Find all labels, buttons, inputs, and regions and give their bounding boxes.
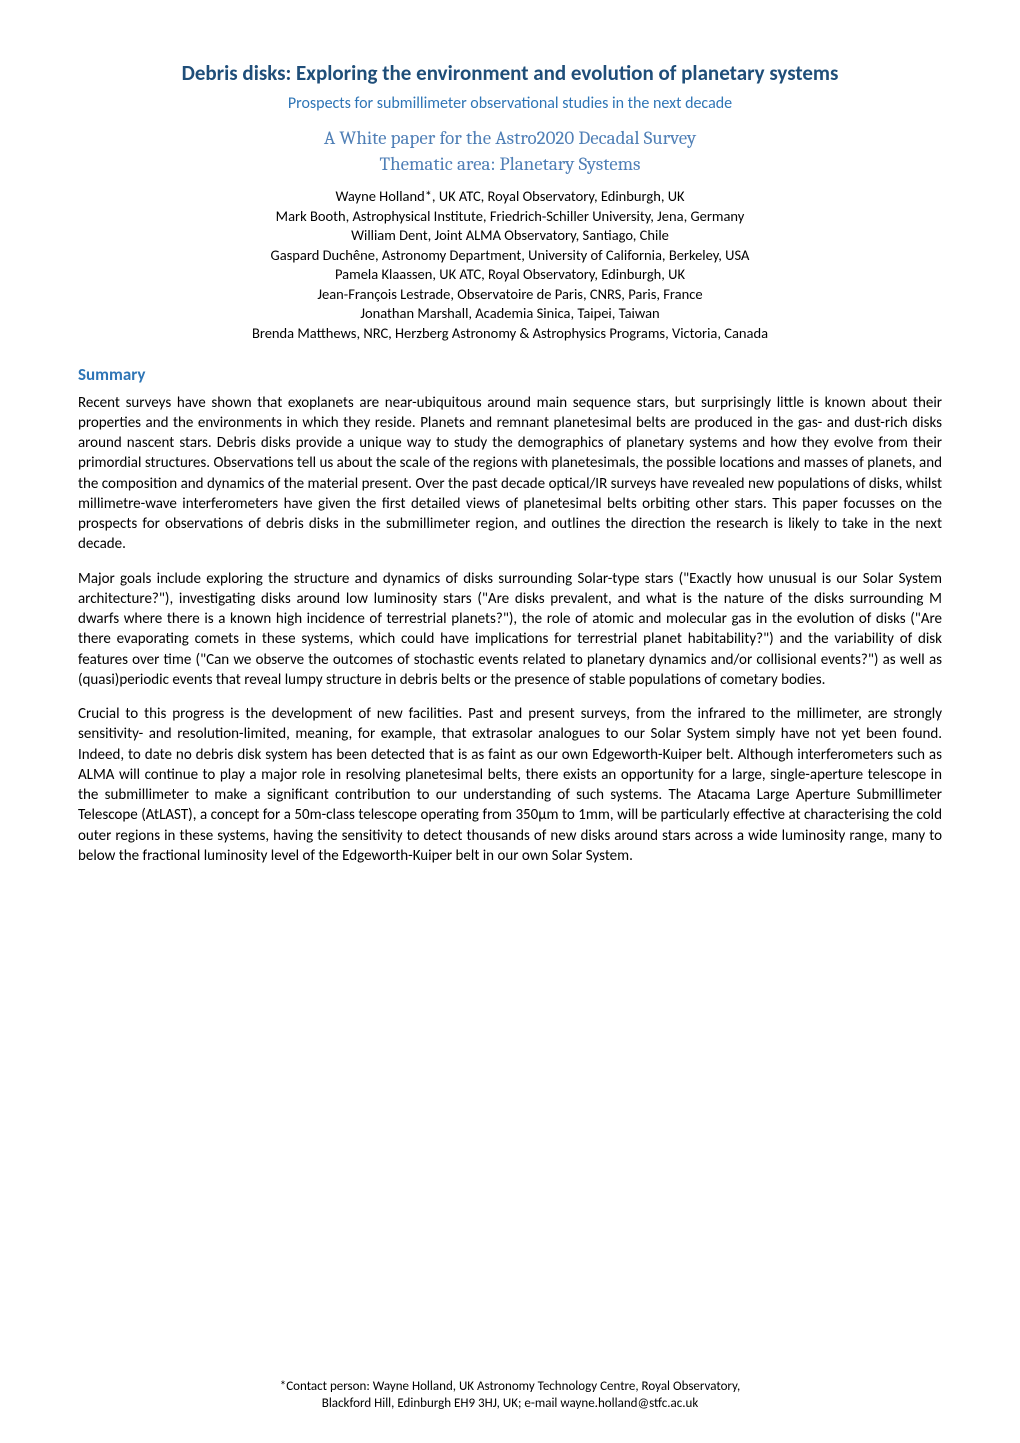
summary-paragraph: Crucial to this progress is the developm…: [78, 704, 942, 866]
author-line: William Dent, Joint ALMA Observatory, Sa…: [78, 226, 942, 246]
summary-heading: Summary: [78, 364, 942, 385]
whitepaper-heading: A White paper for the Astro2020 Decadal …: [78, 127, 942, 149]
thematic-heading: Thematic area: Planetary Systems: [78, 153, 942, 175]
author-line: Brenda Matthews, NRC, Herzberg Astronomy…: [78, 324, 942, 344]
contact-footer: *Contact person: Wayne Holland, UK Astro…: [78, 1379, 942, 1413]
author-line: Jean-François Lestrade, Observatoire de …: [78, 285, 942, 305]
summary-paragraph: Recent surveys have shown that exoplanet…: [78, 393, 942, 555]
author-list: Wayne Holland*, UK ATC, Royal Observator…: [78, 187, 942, 344]
footer-line: Blackford Hill, Edinburgh EH9 3HJ, UK; e…: [78, 1396, 942, 1413]
footer-line: *Contact person: Wayne Holland, UK Astro…: [78, 1379, 942, 1396]
author-line: Mark Booth, Astrophysical Institute, Fri…: [78, 207, 942, 227]
author-line: Jonathan Marshall, Academia Sinica, Taip…: [78, 304, 942, 324]
page-title: Debris disks: Exploring the environment …: [78, 60, 942, 86]
page-subtitle: Prospects for submillimeter observationa…: [78, 94, 942, 113]
author-line: Wayne Holland*, UK ATC, Royal Observator…: [78, 187, 942, 207]
author-line: Gaspard Duchêne, Astronomy Department, U…: [78, 246, 942, 266]
summary-paragraph: Major goals include exploring the struct…: [78, 569, 942, 691]
author-line: Pamela Klaassen, UK ATC, Royal Observato…: [78, 265, 942, 285]
